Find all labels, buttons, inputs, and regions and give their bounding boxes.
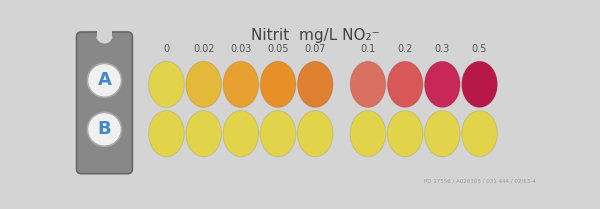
Text: 0.05: 0.05 xyxy=(268,44,289,54)
Ellipse shape xyxy=(388,61,423,107)
Ellipse shape xyxy=(388,111,423,157)
Text: 0.1: 0.1 xyxy=(361,44,376,54)
Text: 0: 0 xyxy=(163,44,170,54)
Ellipse shape xyxy=(350,111,386,157)
Ellipse shape xyxy=(260,61,296,107)
Ellipse shape xyxy=(462,61,497,107)
Text: 0.03: 0.03 xyxy=(230,44,251,54)
Ellipse shape xyxy=(350,61,386,107)
Ellipse shape xyxy=(298,61,333,107)
Text: 0.02: 0.02 xyxy=(193,44,214,54)
Ellipse shape xyxy=(186,111,221,157)
FancyBboxPatch shape xyxy=(77,32,133,174)
Text: PD 17556 / A020305 / 031 444 / 02/63-4: PD 17556 / A020305 / 031 444 / 02/63-4 xyxy=(424,179,536,184)
Ellipse shape xyxy=(149,61,184,107)
Circle shape xyxy=(88,112,121,146)
Ellipse shape xyxy=(186,61,221,107)
Text: A: A xyxy=(98,71,112,89)
Ellipse shape xyxy=(260,111,296,157)
Text: 0.5: 0.5 xyxy=(472,44,487,54)
Text: 0.2: 0.2 xyxy=(397,44,413,54)
Text: 0.07: 0.07 xyxy=(305,44,326,54)
Ellipse shape xyxy=(223,111,259,157)
Ellipse shape xyxy=(425,111,460,157)
Ellipse shape xyxy=(223,61,259,107)
Ellipse shape xyxy=(425,61,460,107)
Bar xyxy=(97,29,112,38)
Wedge shape xyxy=(97,35,112,43)
Circle shape xyxy=(88,63,121,97)
Text: 0.3: 0.3 xyxy=(435,44,450,54)
Ellipse shape xyxy=(462,111,497,157)
Ellipse shape xyxy=(298,111,333,157)
Text: B: B xyxy=(98,120,111,138)
Text: Nitrit  mg/L NO₂⁻: Nitrit mg/L NO₂⁻ xyxy=(251,28,380,43)
Ellipse shape xyxy=(149,111,184,157)
